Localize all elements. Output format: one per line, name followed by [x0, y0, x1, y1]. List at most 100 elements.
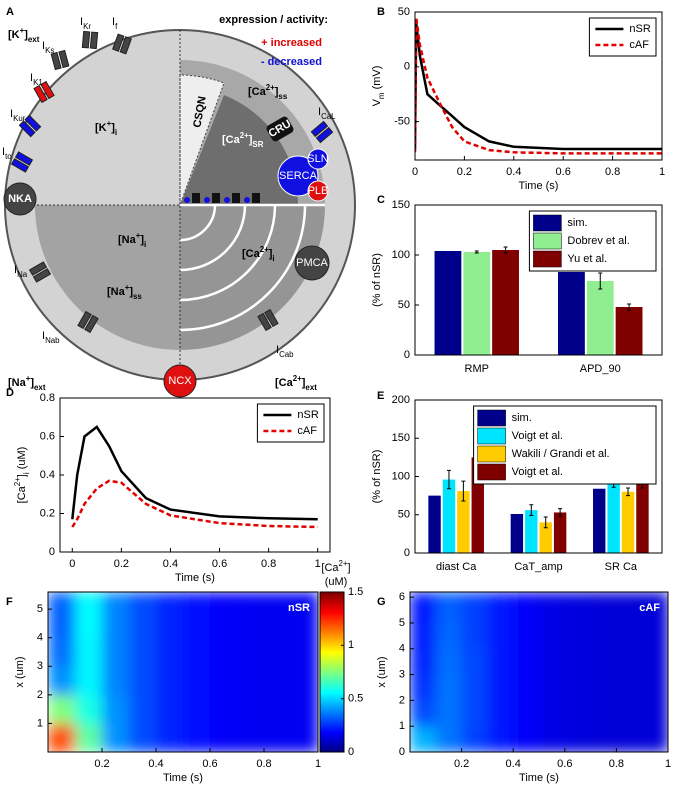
heatmap-cell — [513, 726, 540, 752]
error-bar — [558, 508, 563, 517]
channel-subunit — [40, 80, 55, 100]
x-tick-label: 0.2 — [114, 558, 129, 570]
text-part: [Ca — [222, 134, 241, 146]
heatmap-cell — [102, 609, 130, 639]
heatmap-cell — [183, 609, 211, 639]
ring — [179, 204, 247, 272]
heatmap-cell — [642, 648, 668, 676]
text-part: ] — [24, 29, 28, 41]
y-tick-label: 5 — [37, 603, 43, 615]
heatmap-cell — [487, 622, 514, 650]
text-part: i — [144, 240, 146, 249]
x-tick-label: 0.8 — [261, 558, 276, 570]
heatmap-cell — [264, 723, 292, 752]
colorbar-segment — [320, 698, 344, 702]
x-tick-label: 0.8 — [609, 758, 624, 770]
annotation: cAF — [639, 602, 660, 614]
heatmap-cell — [616, 726, 643, 752]
heatmap-cell — [590, 648, 617, 676]
heatmap-cells — [410, 592, 668, 752]
heatmap-cell — [590, 622, 617, 650]
legend-swatch — [477, 409, 506, 427]
x-tick-label: 0.4 — [148, 758, 163, 770]
colorbar-segment — [320, 624, 344, 628]
y-tick-label: 4 — [37, 632, 43, 644]
colorbar-segment — [320, 712, 344, 716]
plot-frame — [47, 591, 319, 753]
heatmap-cell — [183, 694, 211, 724]
bar — [621, 491, 635, 553]
text-part: NKA — [8, 193, 32, 205]
text-part: ss — [133, 292, 142, 301]
y-axis-label: (% of nSR) — [371, 450, 383, 504]
heatmap-cell — [291, 637, 318, 667]
sr-compartment — [180, 95, 299, 205]
colorbar-segment — [320, 696, 344, 700]
colorbar-segment — [320, 629, 344, 633]
colorbar-segment — [320, 597, 344, 601]
colorbar-segment — [320, 594, 344, 598]
legend-increased: + increased — [261, 37, 322, 49]
text-part: m — [377, 92, 386, 99]
y-tick-label: 50 — [398, 299, 410, 311]
x-tick-label: 0.8 — [256, 758, 271, 770]
heatmap-cell — [642, 700, 668, 727]
heatmap-cell — [237, 637, 265, 667]
heatmap-cell — [564, 597, 592, 624]
heatmap-cell — [435, 592, 463, 598]
x-axis-label: Time (s) — [175, 572, 215, 584]
ryr — [252, 193, 260, 203]
y-tick-label: 2 — [37, 689, 43, 701]
plb — [307, 180, 329, 202]
heatmap-cell — [237, 694, 265, 724]
diagram-label: NCX — [168, 375, 192, 387]
heatmap-cell — [539, 726, 566, 752]
diagram-label: If — [112, 16, 118, 31]
heatmap-cell — [435, 674, 463, 701]
y-tick-label: 50 — [398, 6, 410, 18]
legend-swatch — [477, 463, 506, 481]
channel-subunit — [89, 31, 99, 50]
text-part: 2+ — [240, 131, 249, 140]
legend-box — [588, 17, 657, 57]
heatmap-cell — [75, 723, 103, 752]
channel-subunit — [264, 308, 279, 328]
ring — [179, 204, 307, 332]
colorbar-segment — [320, 728, 344, 732]
heatmap-cell — [642, 726, 668, 752]
heatmap-cell — [183, 666, 211, 696]
heatmap-cell — [210, 609, 238, 639]
heatmap-cell — [291, 666, 318, 696]
annotation: nSR — [288, 602, 310, 614]
text-part: (% of nSR) — [371, 253, 383, 307]
heatmap-cell — [461, 622, 488, 650]
heatmap-cell — [210, 694, 238, 724]
colorbar-segment — [320, 658, 344, 662]
text-part: SERCA — [279, 170, 318, 182]
heatmap-cell — [642, 622, 668, 650]
diagram-label: [Na+]ext — [8, 374, 46, 392]
heatmap-cell — [539, 597, 566, 624]
bar — [525, 510, 538, 553]
x-axis-label: Time (s) — [163, 772, 203, 784]
colorbar-segment — [320, 650, 344, 654]
diagram-label: [Ca2+]SR — [222, 131, 264, 149]
colorbar-segment — [320, 717, 344, 721]
ryr-dot — [224, 197, 230, 203]
channel-subunit — [33, 84, 48, 104]
text-part: SR — [252, 140, 263, 149]
text-part: PLB — [308, 185, 329, 197]
bar — [615, 307, 643, 355]
colorbar-segment — [320, 642, 344, 646]
error-bar — [474, 250, 479, 254]
heatmap-cell — [461, 674, 488, 701]
colorbar-segment — [320, 666, 344, 670]
x-tick-label: 0.2 — [454, 758, 469, 770]
text-part: [Ca — [16, 485, 28, 503]
na-compartment — [35, 205, 180, 350]
colorbar-segment — [320, 677, 344, 681]
heatmap-cell — [264, 637, 292, 667]
text-part: SLN — [307, 153, 328, 165]
colorbar-segment — [320, 637, 344, 641]
